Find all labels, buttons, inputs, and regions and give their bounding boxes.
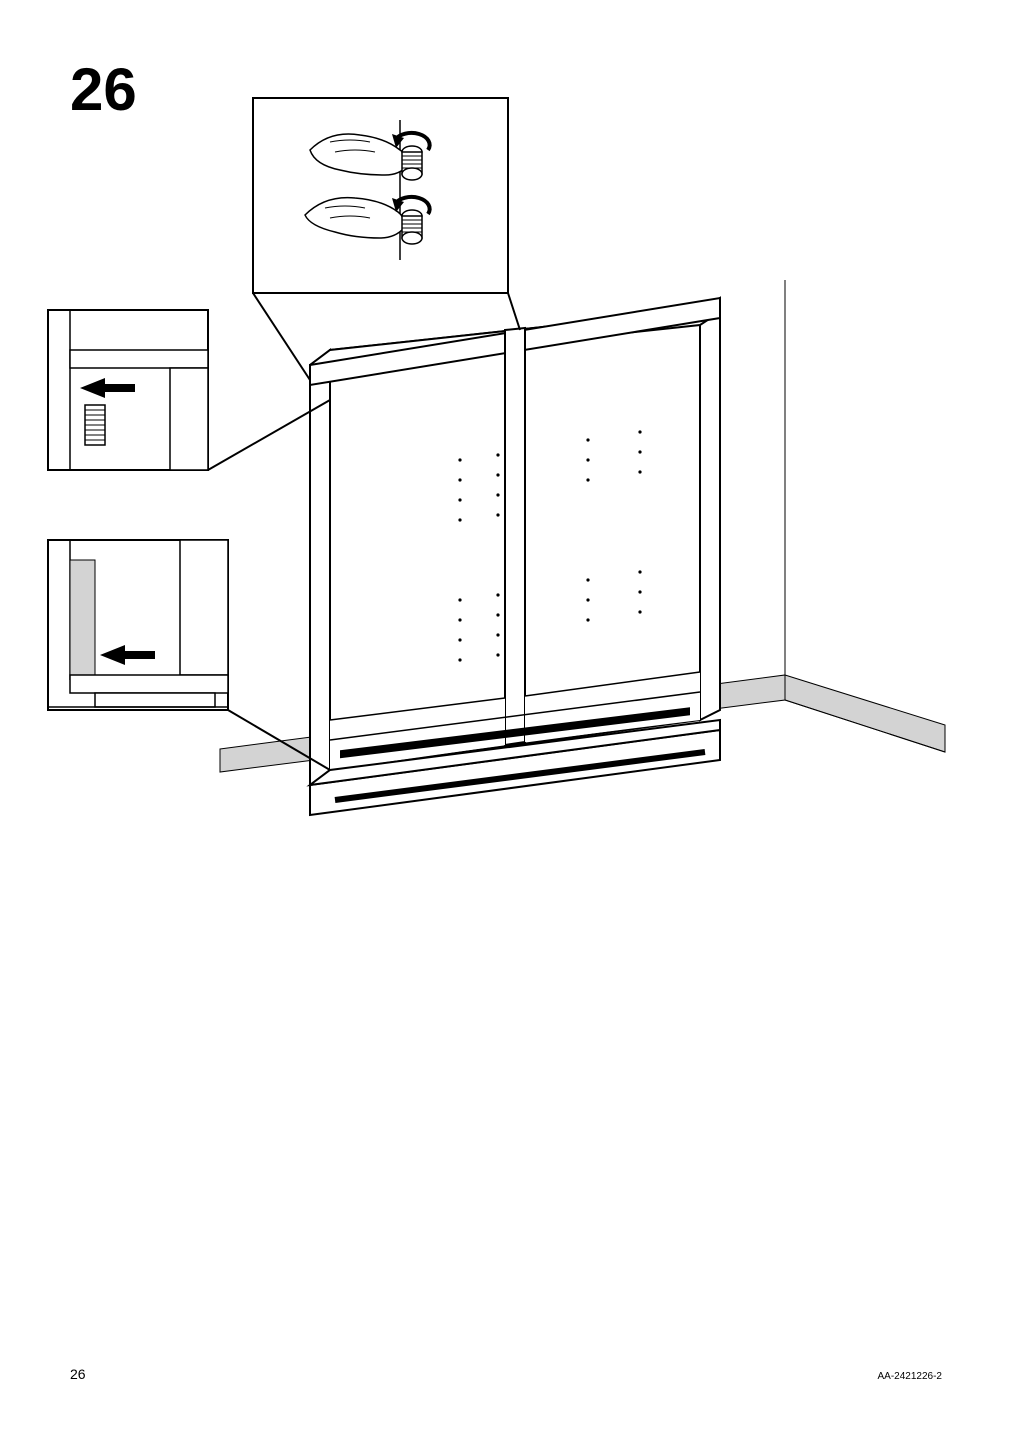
cabinet [310,298,720,815]
callout-bottom-left [48,540,330,770]
instruction-diagram [0,0,1012,1432]
instruction-page: 26 2x 26 AA-2421226-2 [0,0,1012,1432]
callout-mid-left [48,310,330,470]
